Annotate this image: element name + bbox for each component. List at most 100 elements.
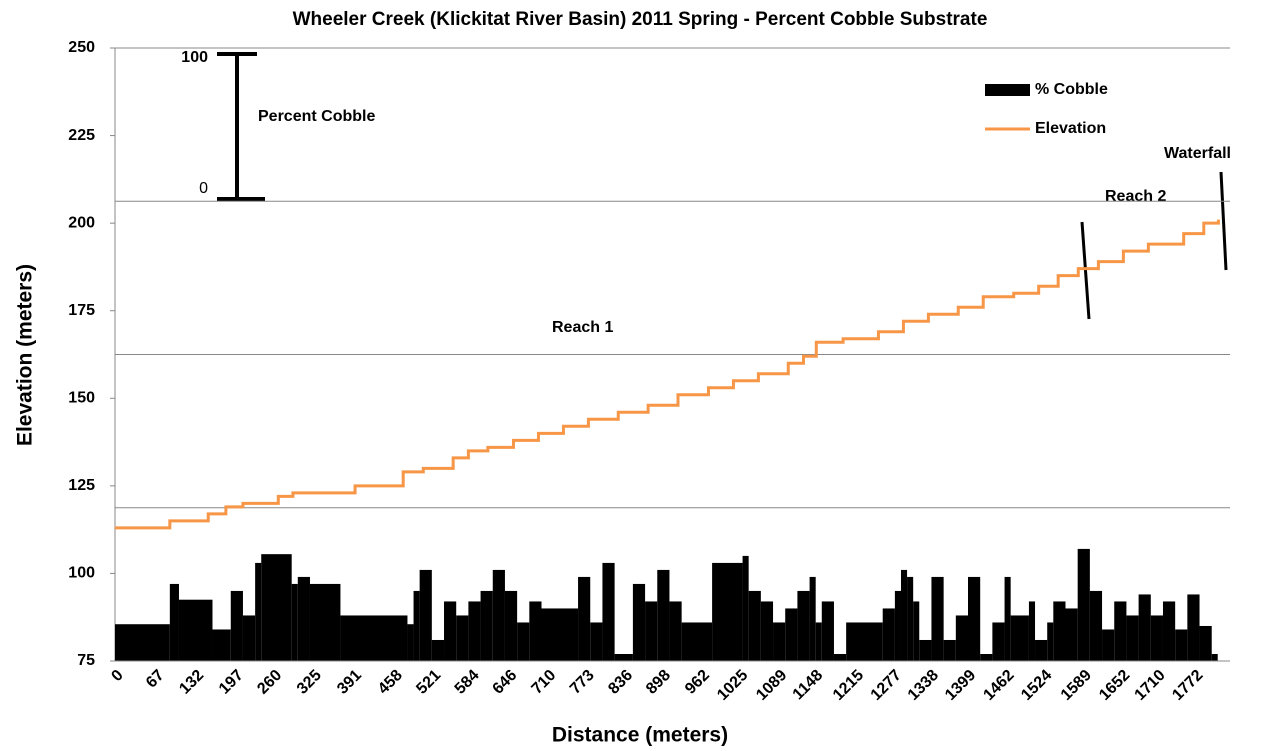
bar	[602, 562, 615, 661]
bar	[431, 639, 445, 661]
bar	[178, 599, 213, 661]
x-tick-label: 646	[490, 667, 521, 698]
bar	[504, 590, 518, 661]
bar	[1004, 576, 1011, 661]
x-tick-label: 1524	[1018, 667, 1055, 704]
y-tick-label: 200	[68, 214, 95, 231]
bar	[980, 653, 993, 661]
x-tick-label: 197	[216, 667, 247, 698]
bar	[255, 562, 262, 661]
bar	[748, 590, 761, 661]
y-tick-label: 125	[68, 477, 95, 494]
bar	[785, 608, 798, 661]
bar	[712, 562, 743, 661]
bar	[815, 622, 822, 661]
reach-divider	[1080, 221, 1091, 320]
x-tick-label: 325	[294, 667, 325, 698]
bar	[419, 569, 432, 661]
bar	[242, 615, 256, 661]
bar	[614, 653, 633, 661]
x-tick-label: 898	[643, 667, 674, 698]
bar	[291, 583, 298, 661]
x-tick-label: 710	[529, 667, 560, 698]
y-tick-label: 250	[68, 39, 95, 56]
x-tick-label: 132	[176, 667, 207, 698]
bar	[681, 622, 713, 661]
bar	[1047, 622, 1054, 661]
x-tick-label: 584	[452, 667, 483, 698]
bar	[833, 653, 847, 661]
annotation: Waterfall	[1164, 145, 1231, 162]
x-tick-label: 1277	[868, 667, 905, 704]
x-tick-label: 1338	[905, 667, 942, 704]
bar	[297, 576, 310, 661]
bar	[230, 590, 243, 661]
bar	[1114, 601, 1127, 661]
bar	[907, 576, 914, 661]
y-tick-label: 150	[68, 390, 95, 407]
bar	[900, 569, 908, 661]
bar	[492, 569, 505, 661]
bar	[1162, 601, 1176, 661]
x-tick-label: 260	[254, 667, 285, 698]
bar	[1065, 608, 1078, 661]
bar	[992, 622, 1005, 661]
x-tick-label: 521	[413, 667, 444, 698]
bar	[894, 590, 901, 661]
bar	[809, 576, 816, 661]
bar	[797, 590, 810, 661]
bar	[1150, 615, 1163, 661]
bar	[340, 615, 408, 661]
x-tick-label: 1089	[753, 667, 790, 704]
bar	[309, 583, 341, 661]
bar	[444, 601, 457, 661]
x-tick-label: 391	[334, 667, 365, 698]
annotation: Percent Cobble	[258, 108, 375, 125]
x-tick-label: 1215	[830, 667, 867, 704]
annotation: Reach 1	[552, 319, 613, 336]
bar	[1175, 629, 1188, 661]
bar	[882, 608, 895, 661]
x-tick-label: 962	[682, 667, 713, 698]
waterfall-marker	[1219, 171, 1228, 271]
bar	[846, 622, 883, 661]
bar	[1126, 615, 1139, 661]
legend-label: % Cobble	[1035, 81, 1108, 98]
x-tick-label: 1462	[980, 667, 1017, 704]
legend-label: Elevation	[1035, 120, 1106, 137]
bar	[115, 624, 170, 661]
bar	[931, 576, 944, 661]
bar	[1035, 639, 1048, 661]
x-tick-label: 836	[605, 667, 636, 698]
bar	[955, 615, 969, 661]
bar	[1199, 625, 1212, 661]
bar	[1187, 594, 1200, 661]
x-axis-title: Distance (meters)	[552, 724, 728, 747]
bar	[919, 639, 932, 661]
bar	[169, 583, 179, 661]
bar	[407, 624, 414, 661]
bar	[590, 622, 603, 661]
bar	[773, 622, 786, 661]
bar	[456, 615, 469, 661]
x-tick-label: 458	[375, 667, 406, 698]
bar	[468, 601, 481, 661]
bar	[632, 583, 646, 661]
bar	[1077, 548, 1090, 661]
x-tick-label: 1652	[1096, 667, 1133, 704]
bar	[1138, 594, 1151, 661]
bar	[212, 629, 231, 661]
x-tick-label: 1710	[1132, 667, 1169, 704]
bar	[760, 601, 774, 661]
bar	[261, 554, 292, 661]
bar	[1053, 601, 1066, 661]
bar	[517, 622, 530, 661]
bar	[913, 601, 920, 661]
bar	[657, 569, 670, 661]
x-tick-label: 67	[143, 667, 168, 692]
bar	[669, 601, 682, 661]
x-tick-label: 0	[108, 667, 126, 685]
x-tick-label: 1772	[1169, 667, 1206, 704]
line	[115, 219, 1220, 530]
bar	[645, 601, 658, 661]
